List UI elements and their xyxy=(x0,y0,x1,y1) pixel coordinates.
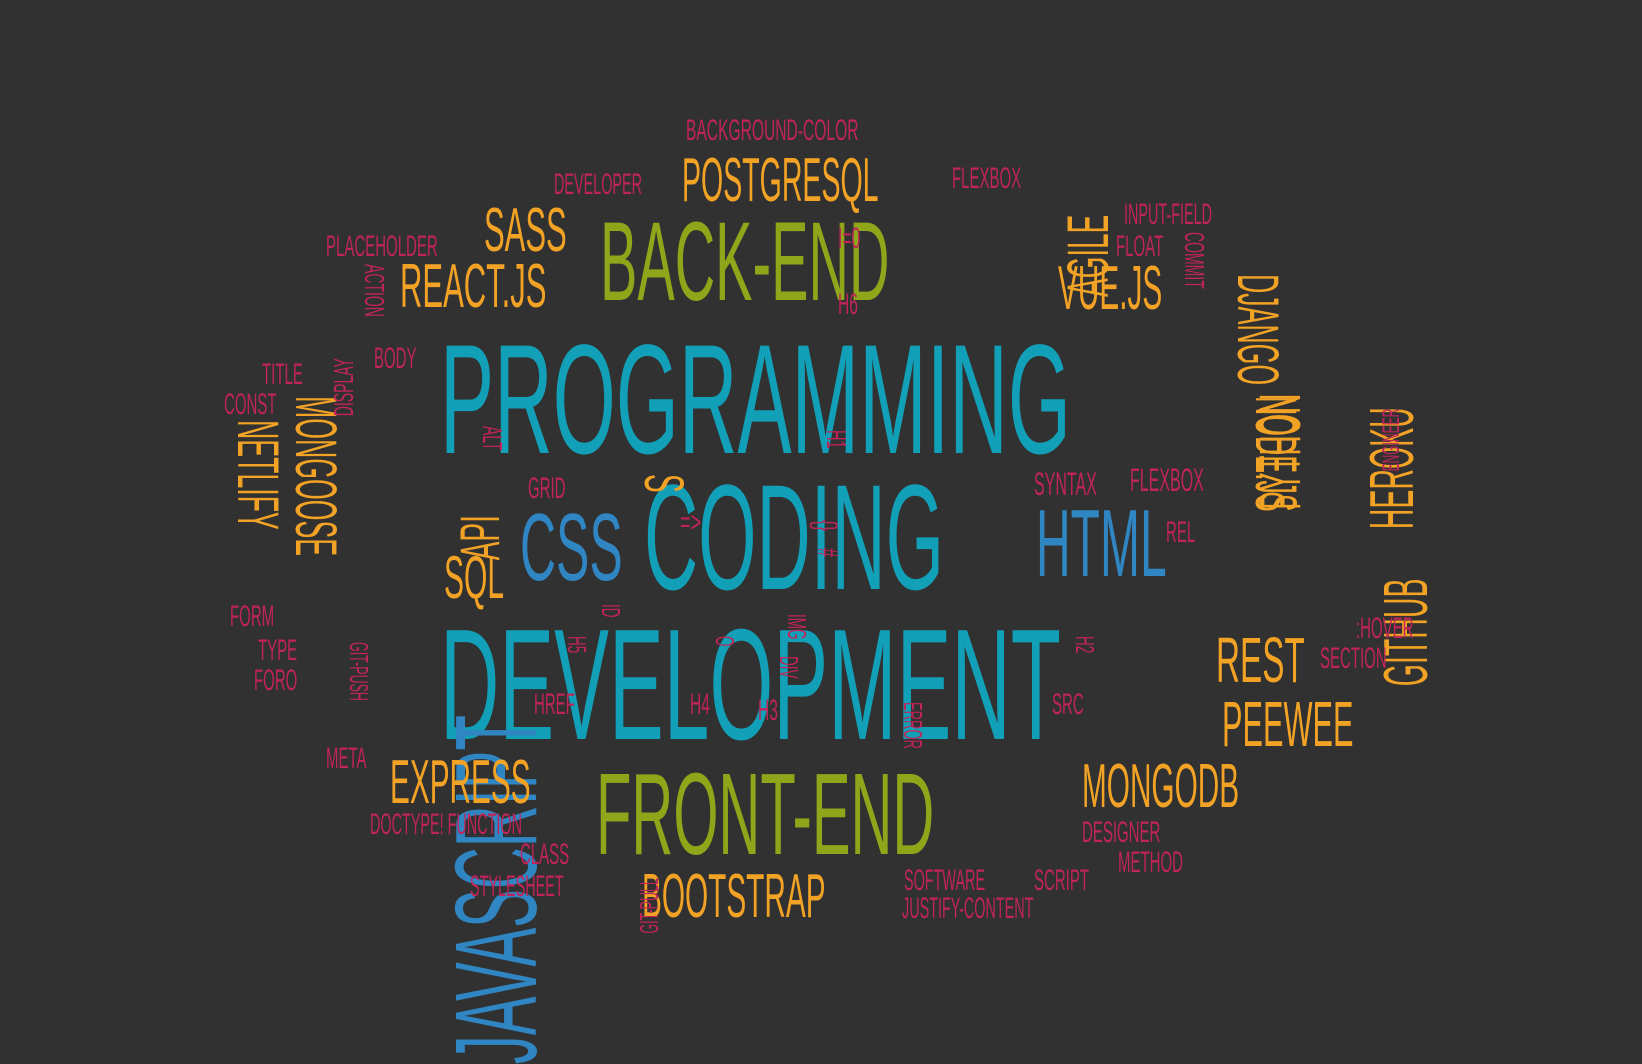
word-form: FORM xyxy=(230,600,275,633)
word-node-js: NODE.JS xyxy=(1243,396,1308,512)
word-rest: REST xyxy=(1216,624,1305,696)
word-script: SCRIPT xyxy=(1034,864,1090,897)
word-input-field: INPUT-FIELD xyxy=(1124,198,1213,231)
word-h5: H5 xyxy=(562,636,592,654)
word-img: IMG xyxy=(782,614,812,640)
word-float: FLOAT xyxy=(1116,230,1164,263)
word-s: S xyxy=(633,474,696,493)
word-doctype-function: DOCTYPE! FUNCTION xyxy=(370,808,523,841)
word-const: CONST xyxy=(224,388,277,421)
word-stylesheet: STYLESHEET xyxy=(470,870,564,903)
word-type: TYPE xyxy=(258,634,298,667)
word-meta: META xyxy=(326,742,367,775)
word-sql: SQL xyxy=(444,544,505,611)
word-vue-js: VUE.JS xyxy=(1058,254,1163,323)
word-rel: REL xyxy=(1166,516,1196,549)
word-i-equals-0: I=0 xyxy=(838,222,861,255)
word-justify-content: JUSTIFY-CONTENT xyxy=(902,892,1034,925)
word-programming: PROGRAMMING xyxy=(440,313,1071,487)
word-back-end: BACK-END xyxy=(600,199,890,324)
word-css: CSS xyxy=(520,494,623,601)
word-section: SECTION xyxy=(1320,642,1387,675)
word-title: TITLE xyxy=(262,358,303,391)
word-development: DEVELOPMENT xyxy=(440,597,1061,773)
word-o: O xyxy=(710,636,740,647)
word-background-color: BACKGROUND-COLOR xyxy=(686,114,859,147)
word-coding: CODING xyxy=(644,453,944,621)
word-react-js: REACT.JS xyxy=(400,252,547,321)
word-bootstrap: BOOTSTRAP xyxy=(642,862,826,931)
word-method: METHOD xyxy=(1118,846,1183,879)
word-h1: H1 xyxy=(821,430,852,449)
word-developer: DEVELOPER xyxy=(554,168,643,201)
word-placeholder: PLACEHOLDER xyxy=(326,230,438,263)
word-cloud: BACK-END FRONT-END PROGRAMMING CODING DE… xyxy=(224,114,1441,1064)
word-commit: COMMIT xyxy=(1179,232,1210,289)
word-h6: H6 xyxy=(838,288,858,321)
word-sass: SASS xyxy=(484,196,567,265)
word-grid: GRID xyxy=(528,472,566,505)
word-git-push: GIT-PUSH xyxy=(344,642,374,701)
word-designer: DESIGNER xyxy=(1082,816,1161,849)
word-error: ERROR xyxy=(898,702,928,749)
word-div: DIV xyxy=(774,656,804,679)
word-action: ACTION xyxy=(359,264,390,317)
word-hash: # xyxy=(811,548,844,558)
word-src: SRC xyxy=(1052,688,1084,721)
word-flexbox-2: FLEXBOX xyxy=(1130,462,1204,498)
word-arrow: => xyxy=(680,506,702,539)
word-hover: :HOVER xyxy=(1356,612,1414,645)
word-software: SOFTWARE xyxy=(904,864,986,897)
word-h2: H2 xyxy=(1070,636,1100,654)
word-flexbox: FLEXBOX xyxy=(952,162,1022,195)
word-display: DISPLAY xyxy=(328,358,359,417)
word-syntax: SYNTAX xyxy=(1034,466,1097,502)
word-peewee: PEEWEE xyxy=(1222,688,1354,760)
word-alt: ALT xyxy=(477,426,508,451)
word-href: HREF xyxy=(534,688,575,721)
word-engineer: ENGINEER xyxy=(1378,408,1405,472)
word-postgresql: POSTGRESQL xyxy=(682,146,879,215)
word-mongoose: MONGOOSE xyxy=(283,396,348,557)
word-braces: {} xyxy=(809,520,842,532)
word-body: BODY xyxy=(374,342,417,375)
word-id: ID xyxy=(596,604,626,618)
word-foro: FORO xyxy=(254,664,298,697)
word-front-end: FRONT-END xyxy=(596,749,935,879)
word-django: DJANGO xyxy=(1225,274,1290,386)
word-git-pull: GIT-PULL xyxy=(634,878,664,934)
word-mongodb: MONGODB xyxy=(1082,752,1240,821)
word-api: API xyxy=(448,515,511,561)
word-netlify: NETLIFY xyxy=(225,420,290,530)
word-h4: H4 xyxy=(690,688,710,721)
word-class: CLASS xyxy=(520,838,570,871)
word-h3: H3 xyxy=(758,694,778,727)
word-html: HTML xyxy=(1036,490,1167,597)
word-agile: AGILE xyxy=(1056,214,1121,297)
word-express: EXPRESS xyxy=(390,748,531,817)
